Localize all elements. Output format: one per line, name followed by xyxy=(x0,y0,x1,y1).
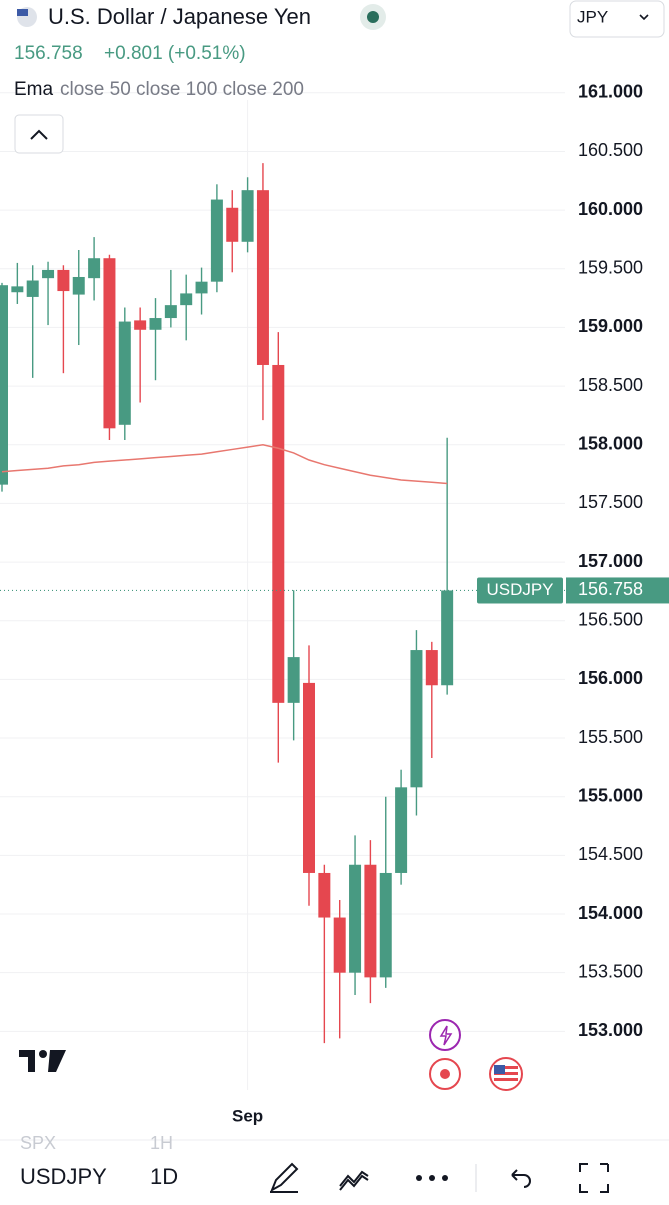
last-price: 156.758 xyxy=(14,43,83,64)
candle-body xyxy=(42,269,55,279)
y-tick-label: 155.000 xyxy=(578,785,643,805)
market-status-dot xyxy=(367,11,379,23)
candle-body xyxy=(272,364,285,703)
price-change: +0.801 (+0.51%) xyxy=(104,43,246,64)
candle-body xyxy=(287,657,300,703)
lightning-icon xyxy=(439,1025,453,1046)
y-tick-label: 160.000 xyxy=(578,199,643,219)
symbol-title[interactable]: U.S. Dollar / Japanese Yen xyxy=(48,4,311,29)
y-tick-label: 157.500 xyxy=(578,492,643,512)
y-tick-label: 159.500 xyxy=(578,258,643,278)
tv-logo xyxy=(19,1050,66,1072)
indicators-icon[interactable] xyxy=(339,1170,369,1191)
candle-body xyxy=(379,872,392,978)
candle-body xyxy=(364,864,377,978)
y-tick-label: 158.500 xyxy=(578,375,643,395)
ema-line xyxy=(1,443,448,485)
candle-body xyxy=(303,682,315,873)
candle-body xyxy=(349,864,362,973)
candle-body xyxy=(134,320,147,330)
candle-body xyxy=(118,321,131,425)
currency-label[interactable]: JPY xyxy=(577,7,608,26)
candle-body xyxy=(164,305,177,319)
candle-body xyxy=(256,190,269,365)
candle-body xyxy=(195,281,208,294)
candle-body xyxy=(11,286,24,293)
y-tick-label: 158.000 xyxy=(578,433,643,453)
candle-body xyxy=(0,285,8,485)
candle-body xyxy=(180,293,193,306)
grid xyxy=(0,92,565,1090)
candle-body xyxy=(72,276,85,295)
fullscreen-icon[interactable] xyxy=(579,1163,609,1193)
flag-canton xyxy=(17,9,28,16)
price-tag-label: 156.758 xyxy=(578,579,643,599)
candle-body xyxy=(333,917,346,973)
candle-body xyxy=(241,190,254,242)
x-tick-label: Sep xyxy=(232,1106,263,1125)
toolbar-interval[interactable]: 1D xyxy=(150,1164,178,1189)
undo-icon[interactable] xyxy=(511,1169,531,1188)
alert-button[interactable] xyxy=(429,1019,461,1051)
y-tick-label: 157.000 xyxy=(578,551,643,571)
collapse-icon xyxy=(30,129,48,140)
y-tick-label: 154.000 xyxy=(578,903,643,923)
candle-body xyxy=(226,207,239,242)
y-tick-label: 159.000 xyxy=(578,316,643,336)
us-flag xyxy=(494,1065,518,1083)
currency-caret xyxy=(639,14,649,21)
candle-body xyxy=(103,258,116,429)
symbol-tag xyxy=(477,577,563,604)
symbol-tag-label: USDJPY xyxy=(486,580,553,599)
price-axis: 153.000 153.500 154.000 154.500 155.000 155.5… xyxy=(232,82,669,1125)
indicator-name[interactable]: Ema xyxy=(14,79,54,100)
collapse-button[interactable] xyxy=(14,114,64,154)
price-tag xyxy=(566,577,669,604)
candle-body xyxy=(425,650,438,686)
draw-icon[interactable] xyxy=(270,1162,299,1193)
currency-button[interactable] xyxy=(569,0,665,38)
y-tick-label: 153.500 xyxy=(578,961,643,981)
indicator-params[interactable]: close 50 close 100 close 200 xyxy=(60,79,304,100)
more-icon[interactable] xyxy=(416,1175,448,1181)
candle-body xyxy=(26,280,39,297)
y-tick-label: 153.000 xyxy=(578,1020,643,1040)
candle-body xyxy=(318,872,331,918)
y-tick-label: 160.500 xyxy=(578,140,643,160)
candle-body xyxy=(57,269,70,292)
y-tick-label: 156.500 xyxy=(578,609,643,629)
candle-body xyxy=(410,650,423,788)
candle-body xyxy=(149,318,162,330)
toolbar-symbol[interactable]: USDJPY xyxy=(20,1164,107,1189)
candle-body xyxy=(210,199,223,282)
candle-body xyxy=(441,590,454,686)
y-tick-label: 161.000 xyxy=(578,82,643,102)
candle-body xyxy=(395,787,408,873)
plot xyxy=(0,163,565,1044)
faded-interval: 1H xyxy=(150,1133,173,1153)
y-tick-label: 156.000 xyxy=(578,668,643,688)
y-tick-label: 154.500 xyxy=(578,844,643,864)
faded-symbol: SPX xyxy=(20,1133,56,1153)
record-dot xyxy=(440,1069,450,1079)
y-tick-label: 155.500 xyxy=(578,727,643,747)
candle-body xyxy=(88,258,101,279)
